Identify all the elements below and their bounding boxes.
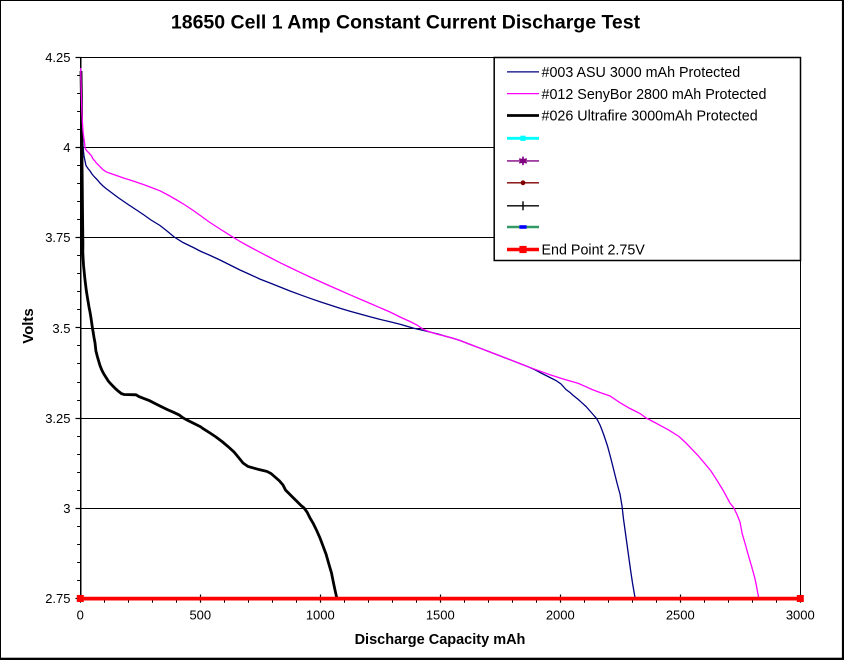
svg-text:4.25: 4.25 <box>45 50 70 65</box>
svg-text:2.75: 2.75 <box>45 591 70 606</box>
svg-text:1000: 1000 <box>306 608 335 623</box>
svg-text:Discharge Capacity mAh: Discharge Capacity mAh <box>355 632 526 648</box>
svg-text:1500: 1500 <box>426 608 455 623</box>
svg-text:#012 SenyBor 2800 mAh Protecte: #012 SenyBor 2800 mAh Protected <box>542 87 767 103</box>
svg-text:3: 3 <box>63 501 70 516</box>
svg-text:18650 Cell 1 Amp Constant Curr: 18650 Cell 1 Amp Constant Current Discha… <box>171 12 641 34</box>
svg-text:#003 ASU 3000 mAh Protected: #003 ASU 3000 mAh Protected <box>542 65 741 81</box>
svg-text:4: 4 <box>63 140 70 155</box>
svg-text:3000: 3000 <box>786 608 815 623</box>
svg-text:500: 500 <box>189 608 211 623</box>
svg-text:End Point 2.75V: End Point 2.75V <box>542 243 646 259</box>
svg-text:3.25: 3.25 <box>45 411 70 426</box>
svg-text:Volts: Volts <box>20 308 37 344</box>
svg-text:2000: 2000 <box>546 608 575 623</box>
svg-text:#026 Ultrafire 3000mAh Protect: #026 Ultrafire 3000mAh Protected <box>542 109 758 125</box>
svg-text:2500: 2500 <box>666 608 695 623</box>
svg-text:3.5: 3.5 <box>52 321 70 336</box>
svg-text:3.75: 3.75 <box>45 230 70 245</box>
svg-text:0: 0 <box>77 608 84 623</box>
